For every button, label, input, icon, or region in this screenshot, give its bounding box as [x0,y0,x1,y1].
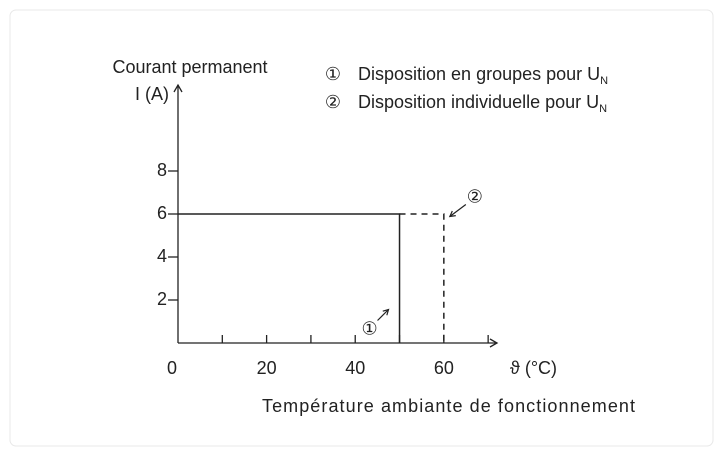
legend-subscript: N [600,75,608,87]
legend-text: Disposition individuelle pour U [358,92,599,112]
x-unit-label: ϑ (°C) [510,358,557,378]
legend-marker: ① [325,64,341,84]
legend-label: Disposition en groupes pour UN [358,64,608,87]
legend-label: Disposition individuelle pour UN [358,92,607,115]
x-tick-label: 60 [434,358,454,378]
x-arrow [489,338,499,348]
x-tick-label: 0 [167,358,177,378]
annotation: ② [467,186,483,206]
x-tick-label: 20 [257,358,277,378]
x-tick-label: 40 [345,358,365,378]
y-label: I (A) [135,84,169,104]
annotation-arrow [377,309,389,321]
y-label: Courant permanent [112,57,267,77]
series-line [399,213,445,343]
legend-subscript: N [599,103,607,115]
annotation: ① [361,318,377,338]
annotation-arrow [449,204,467,217]
y-tick-label: 6 [157,203,167,223]
annotation-arrowhead [448,210,456,218]
legend-marker: ② [325,92,341,112]
frame [9,9,714,447]
annotation-arrowhead [382,308,390,316]
y-arrow [173,83,183,93]
x-label: Température ambiante de fonctionnement [262,396,635,416]
y-tick-label: 2 [157,289,167,309]
y-tick-label: 4 [157,246,167,266]
legend-text: Disposition en groupes pour U [358,64,600,84]
y-tick-label: 8 [157,160,167,180]
